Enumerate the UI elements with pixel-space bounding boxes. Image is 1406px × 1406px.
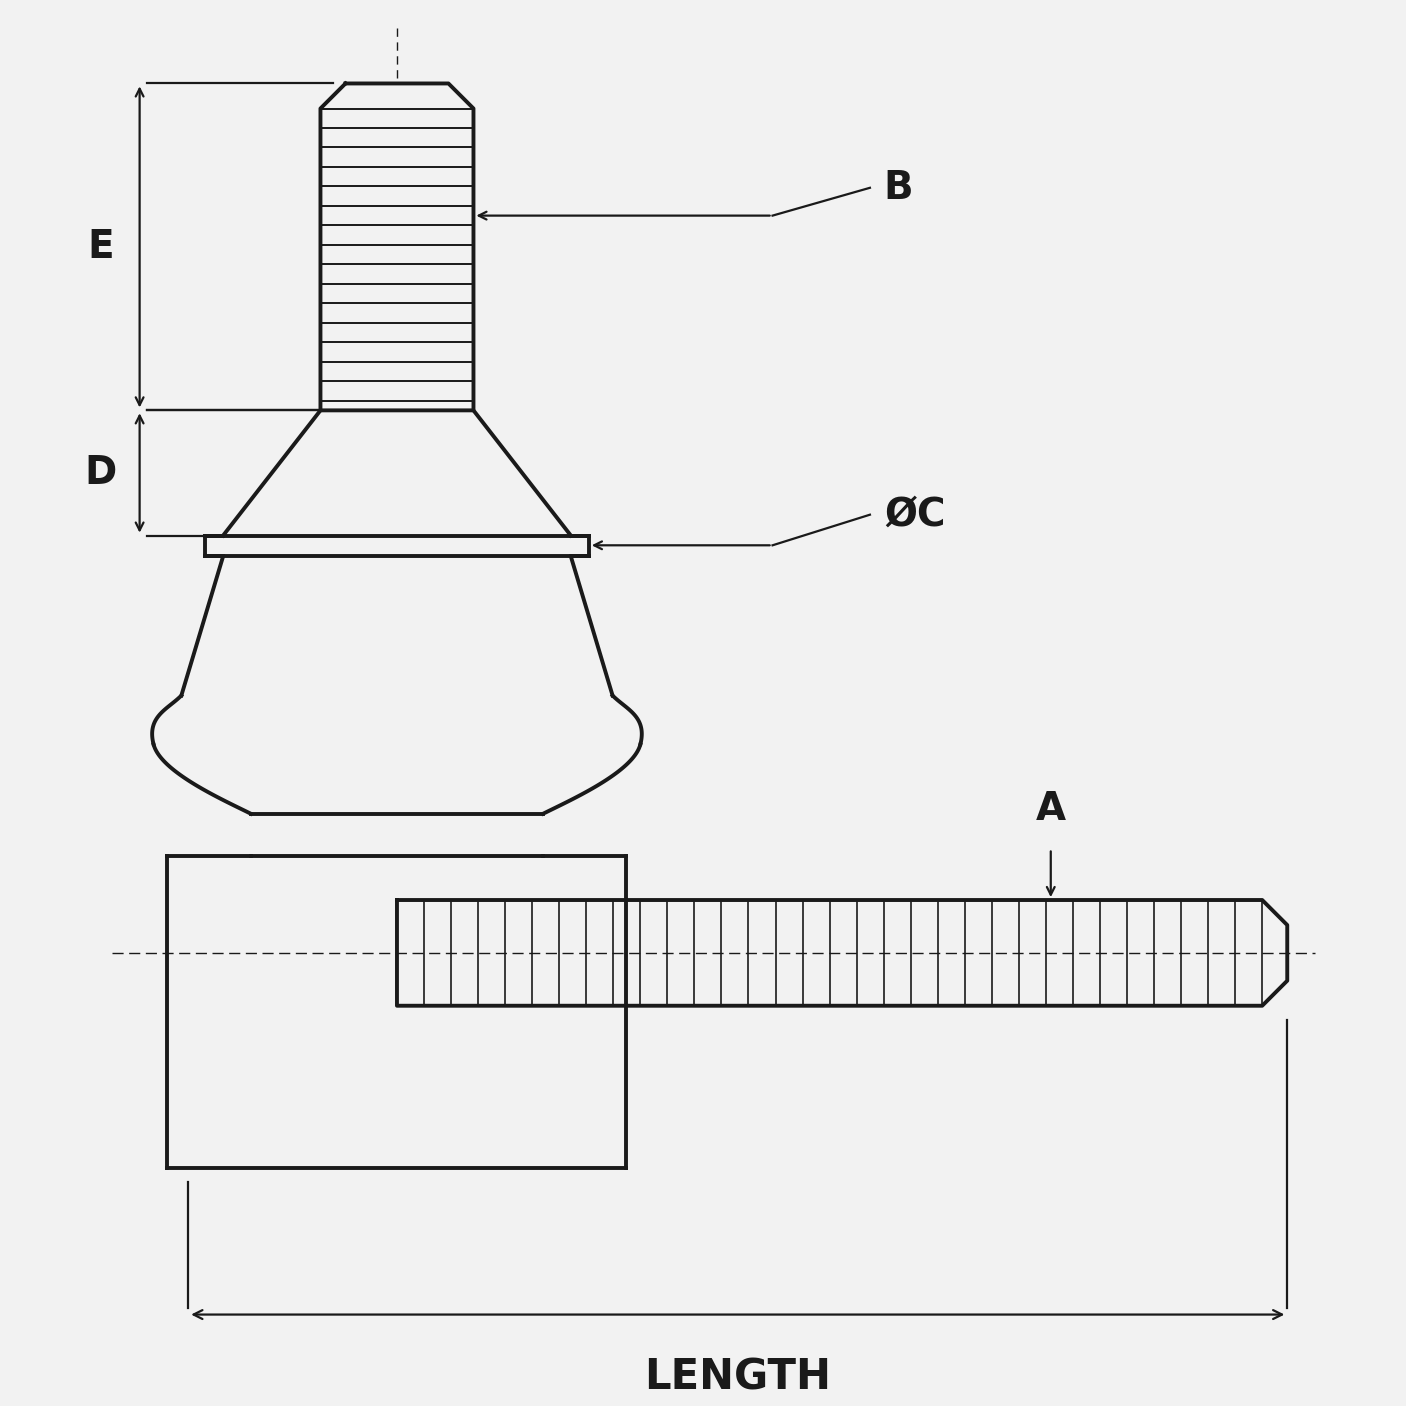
Text: E: E [87, 228, 114, 266]
Text: A: A [1036, 790, 1066, 828]
Text: D: D [84, 454, 117, 492]
Text: ØC: ØC [884, 496, 945, 534]
Text: B: B [884, 169, 914, 207]
Text: LENGTH: LENGTH [644, 1357, 831, 1399]
